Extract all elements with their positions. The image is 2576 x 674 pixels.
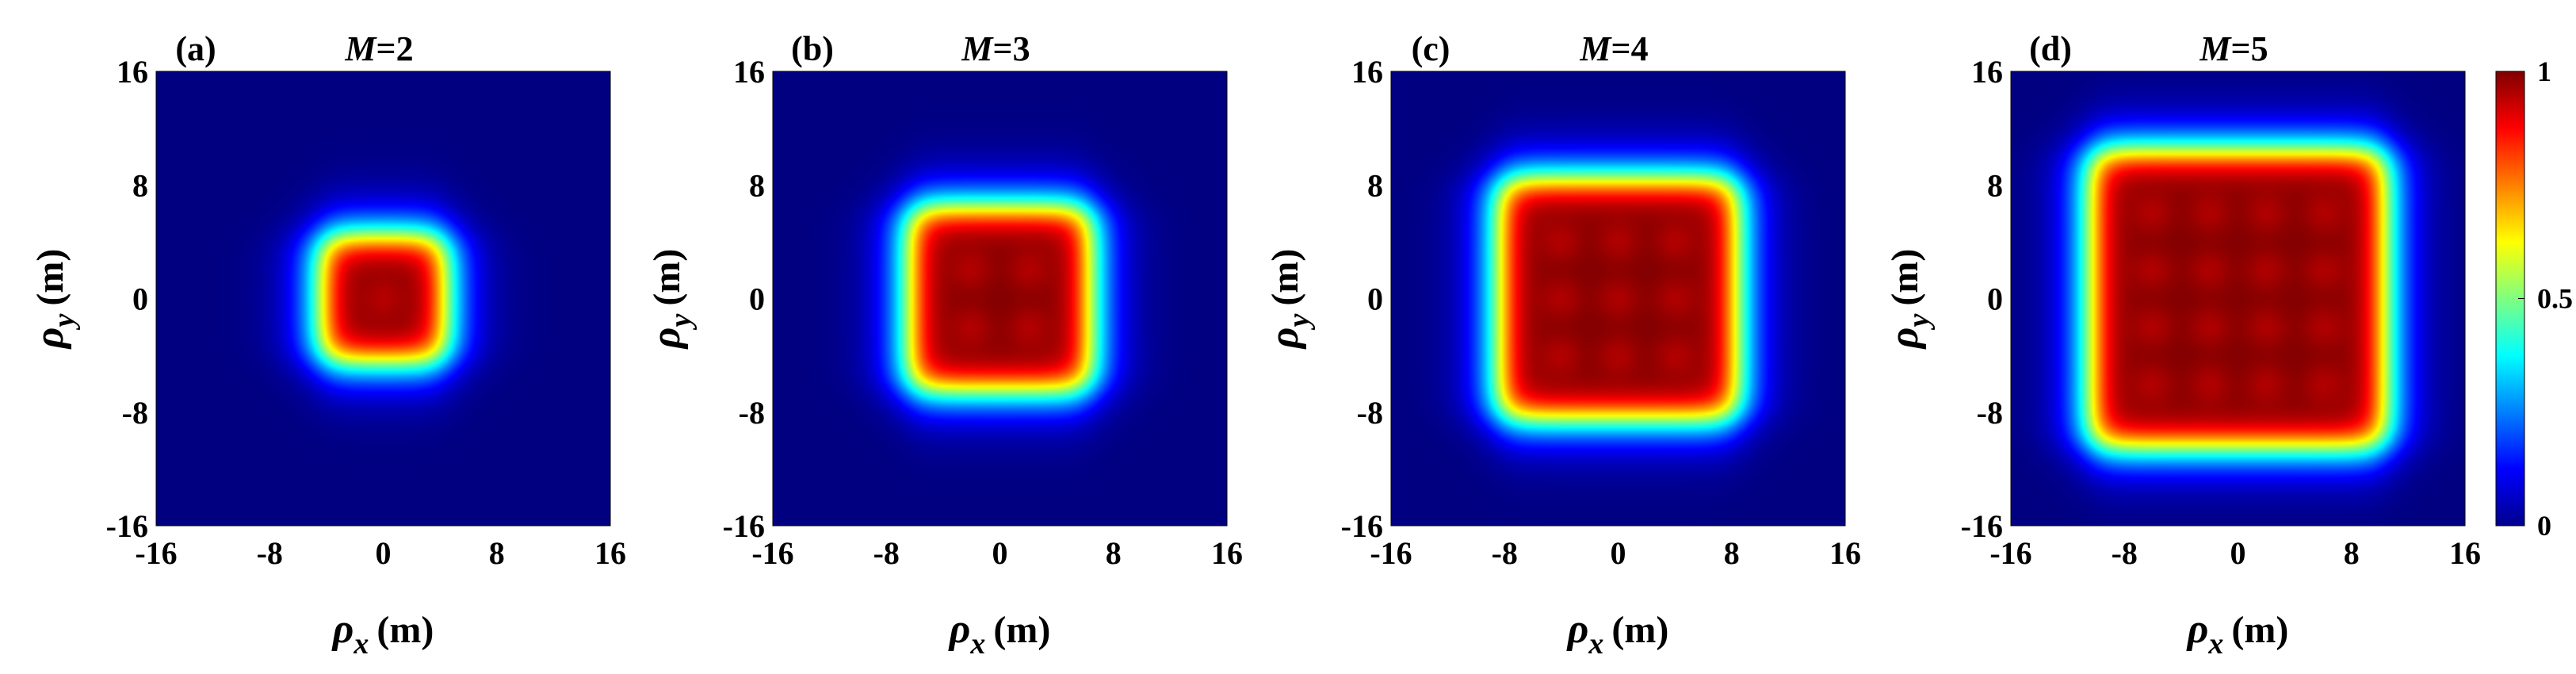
panel-label: (b): [791, 29, 834, 68]
y-axis-label: ρy(m): [27, 249, 81, 350]
x-tick-label: 0: [992, 535, 1008, 571]
colorbar-tick-label: 1: [2537, 56, 2551, 87]
y-tick-label: -16: [1961, 508, 2003, 544]
y-tick-label: -16: [723, 508, 765, 544]
x-tick-label: 16: [594, 535, 626, 571]
x-tick-label: 0: [376, 535, 392, 571]
y-tick-label: 0: [132, 281, 148, 317]
x-tick-label: 8: [1724, 535, 1740, 571]
heatmap-image: [773, 71, 1227, 526]
y-tick-label: -8: [739, 395, 765, 431]
x-tick-label: -8: [873, 535, 900, 571]
panel-label: (d): [2029, 29, 2072, 68]
panel-title: M=2: [344, 29, 413, 68]
panel-title: M=4: [1579, 29, 1648, 68]
panel-title: M=5: [2199, 29, 2268, 68]
x-tick-label: -16: [1370, 535, 1412, 571]
y-tick-label: 8: [1367, 167, 1383, 203]
panel-1: -16 -8 0 8 16 16 8 0 -8 -16 (a) M=2 ρx (m) ρy(m): [27, 29, 626, 661]
y-tick-label: 8: [132, 167, 148, 203]
x-tick-label: 8: [489, 535, 505, 571]
panel-label: (c): [1412, 29, 1450, 68]
x-tick-label: -8: [257, 535, 283, 571]
panel-title: M=3: [961, 29, 1030, 68]
y-tick-label: 16: [1971, 54, 2003, 90]
y-axis-label: ρy(m): [1262, 249, 1316, 350]
y-tick-label: -8: [1977, 395, 2003, 431]
y-tick-label: 0: [749, 281, 765, 317]
y-tick-label: 8: [749, 167, 765, 203]
x-tick-label: 0: [2230, 535, 2246, 571]
y-tick-label: 16: [1351, 54, 1383, 90]
axes-frame: [155, 71, 611, 527]
y-axis-label: ρy(m): [1882, 249, 1936, 350]
x-tick-label: -16: [1989, 535, 2031, 571]
y-tick-label: 0: [1987, 281, 2003, 317]
panel-3: -16 -8 0 8 16 16 8 0 -8 -16 (c) M=4 ρx (m) ρy(m): [1262, 29, 1861, 661]
y-tick-label: 16: [117, 54, 148, 90]
x-tick-label: -16: [135, 535, 177, 571]
colorbar-tick-label: 0: [2537, 510, 2551, 542]
heatmap-image: [156, 71, 610, 526]
x-axis-label: ρx (m): [331, 607, 434, 661]
x-tick-label: -8: [1492, 535, 1518, 571]
x-axis-label: ρx (m): [1566, 607, 1669, 661]
y-tick-label: -16: [106, 508, 148, 544]
y-tick-label: 8: [1987, 167, 2003, 203]
y-tick-label: 16: [733, 54, 765, 90]
colorbar-tick-label: 0.5: [2537, 283, 2573, 315]
colorbar: 10.50: [2495, 56, 2573, 542]
x-tick-label: 16: [1829, 535, 1861, 571]
heatmap-image: [2011, 71, 2465, 526]
heatmap-image: [1391, 71, 1845, 526]
y-tick-label: -8: [1357, 395, 1383, 431]
x-tick-label: 8: [1106, 535, 1122, 571]
panel-2: -16 -8 0 8 16 16 8 0 -8 -16 (b) M=3 ρx (m) ρy(m): [644, 29, 1243, 661]
x-tick-label: -16: [751, 535, 793, 571]
panel-4: -16 -8 0 8 16 16 8 0 -8 -16 (d) M=5 ρx (m) ρy(m): [1882, 29, 2481, 661]
x-tick-label: 16: [1211, 535, 1243, 571]
y-tick-label: 0: [1367, 281, 1383, 317]
x-tick-label: 8: [2344, 535, 2360, 571]
axes-frame: [772, 71, 1228, 527]
x-axis-label: ρx (m): [2186, 607, 2289, 661]
x-axis-label: ρx (m): [948, 607, 1051, 661]
axes-frame: [1390, 71, 1846, 527]
axes-frame: [2010, 71, 2466, 527]
y-tick-label: -16: [1341, 508, 1383, 544]
y-tick-label: -8: [122, 395, 148, 431]
panel-label: (a): [175, 29, 216, 68]
x-tick-label: -8: [2112, 535, 2138, 571]
x-tick-label: 16: [2449, 535, 2481, 571]
x-tick-label: 0: [1611, 535, 1626, 571]
y-axis-label: ρy(m): [644, 249, 698, 350]
